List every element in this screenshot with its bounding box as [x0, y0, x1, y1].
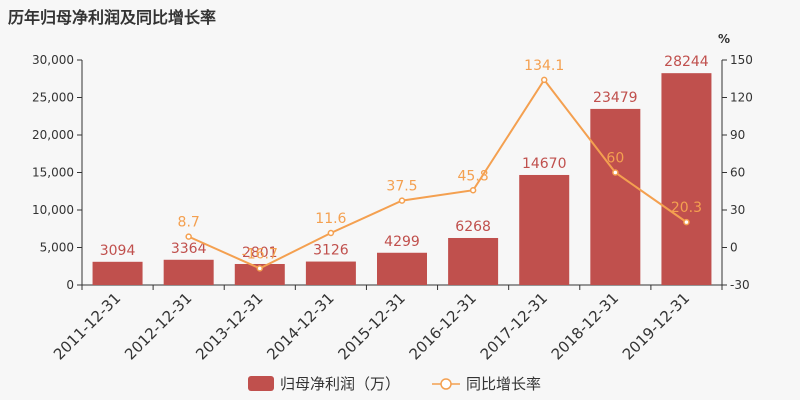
bar-data-label: 28244: [664, 54, 709, 70]
x-tick-label: 2019-12-31: [619, 289, 693, 363]
bar: [163, 259, 214, 285]
bar: [92, 261, 143, 285]
bar-data-label: 3126: [313, 243, 349, 259]
bar-data-label: 14670: [522, 156, 567, 172]
legend-bar-label: 归母净利润（万）: [280, 375, 400, 393]
y-right-tick-label: 90: [730, 128, 745, 142]
growth-rate-data-label: 60: [606, 151, 624, 167]
growth-rate-point: [327, 229, 335, 237]
y-left-tick-label: 30,000: [32, 53, 74, 67]
growth-rate-point: [612, 169, 619, 176]
bar: [661, 73, 712, 285]
bar: [234, 263, 285, 285]
bar-data-label: 2801: [242, 245, 278, 261]
bar-data-label: 3364: [171, 241, 207, 257]
legend-line-label: 同比增长率: [466, 375, 541, 393]
growth-rate-point: [256, 265, 264, 272]
growth-rate-data-label: -16.7: [242, 246, 278, 262]
chart-title: 历年归母净利润及同比增长率: [8, 8, 217, 27]
growth-rate-point: [398, 197, 406, 204]
growth-rate-data-label: 11.6: [315, 211, 346, 227]
y-right-tick-label: 120: [730, 91, 753, 105]
bar: [519, 174, 570, 285]
bar: [377, 252, 427, 285]
y-left-tick-label: 0: [66, 278, 74, 292]
x-tick-label: 2013-12-31: [192, 289, 266, 363]
growth-rate-data-label: 37.5: [386, 179, 417, 195]
growth-rate-line: [188, 78, 688, 270]
y-right-tick-label: 150: [730, 53, 753, 67]
x-tick-label: 2017-12-31: [477, 289, 551, 363]
x-tick-label: 2015-12-31: [334, 289, 408, 363]
y-right-tick-label: 60: [730, 166, 745, 180]
bar-data-label: 3094: [100, 243, 136, 259]
x-tick-label: 2012-12-31: [121, 289, 195, 363]
growth-rate-data-label: 45.8: [458, 168, 489, 184]
growth-rate-data-label: 20.3: [671, 200, 702, 216]
growth-rate-point: [540, 76, 548, 84]
y-right-tick-label: 0: [730, 241, 738, 255]
y-right-tick-label: -30: [730, 278, 750, 292]
bar: [590, 108, 641, 285]
y-left-tick-label: 15,000: [32, 166, 74, 180]
x-tick-label: 2014-12-31: [263, 289, 337, 363]
legend-line-marker: [440, 378, 452, 390]
growth-rate-point: [185, 233, 192, 240]
y-left-tick-label: 5,000: [40, 241, 74, 255]
y-right-tick-label: 30: [730, 203, 745, 217]
x-tick-label: 2018-12-31: [548, 289, 622, 363]
growth-rate-point: [469, 187, 477, 194]
bar-data-label: 23479: [593, 90, 638, 106]
bar-data-label: 6268: [455, 219, 491, 235]
bar: [448, 237, 499, 285]
bar: [305, 261, 356, 285]
growth-rate-data-label: 8.7: [178, 215, 200, 231]
growth-rate-data-label: 134.1: [524, 58, 564, 74]
legend-bar-swatch: [248, 376, 274, 391]
y-left-tick-label: 25,000: [32, 91, 74, 105]
y-right-unit-label: %: [718, 32, 730, 46]
growth-rate-point: [683, 218, 690, 226]
bar-data-label: 4299: [384, 234, 420, 250]
x-tick-label: 2011-12-31: [50, 289, 124, 363]
y-left-tick-label: 20,000: [32, 128, 74, 142]
y-left-tick-label: 10,000: [32, 203, 74, 217]
x-tick-label: 2016-12-31: [406, 289, 480, 363]
